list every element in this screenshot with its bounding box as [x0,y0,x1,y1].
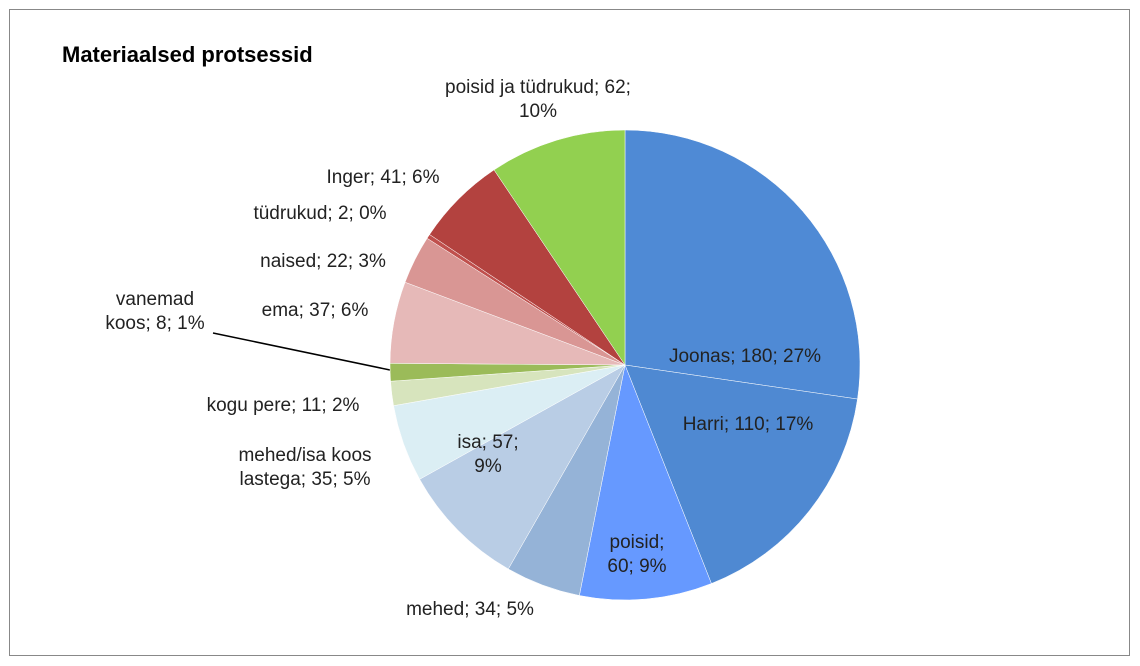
leader-line [212,332,391,371]
data-label: kogu pere; 11; 2% [206,395,360,416]
data-label: mehed/isa koos lastega; 35; 5% [238,445,372,490]
pie-slice [493,129,626,366]
data-label: Harri; 110; 17% [682,414,814,435]
chart-title: Materiaalsed protsessid [62,42,313,67]
pie-slice [624,364,858,584]
pie-slice [419,364,626,570]
data-label: Joonas; 180; 27% [668,346,822,367]
data-label: vanemad koos; 8; 1% [105,289,205,334]
data-label: Inger; 41; 6% [326,167,440,188]
pie-slice [579,364,712,601]
data-label: isa; 57; 9% [457,432,519,477]
data-label: tüdrukud; 2; 0% [253,203,387,224]
pie-slice [624,129,861,400]
data-label: mehed; 34; 5% [406,599,534,620]
data-label: poisid; 60; 9% [607,532,667,577]
data-label: ema; 37; 6% [261,300,369,321]
data-label: poisid ja tüdrukud; 62; 10% [445,77,631,122]
data-label: naised; 22; 3% [260,251,386,272]
